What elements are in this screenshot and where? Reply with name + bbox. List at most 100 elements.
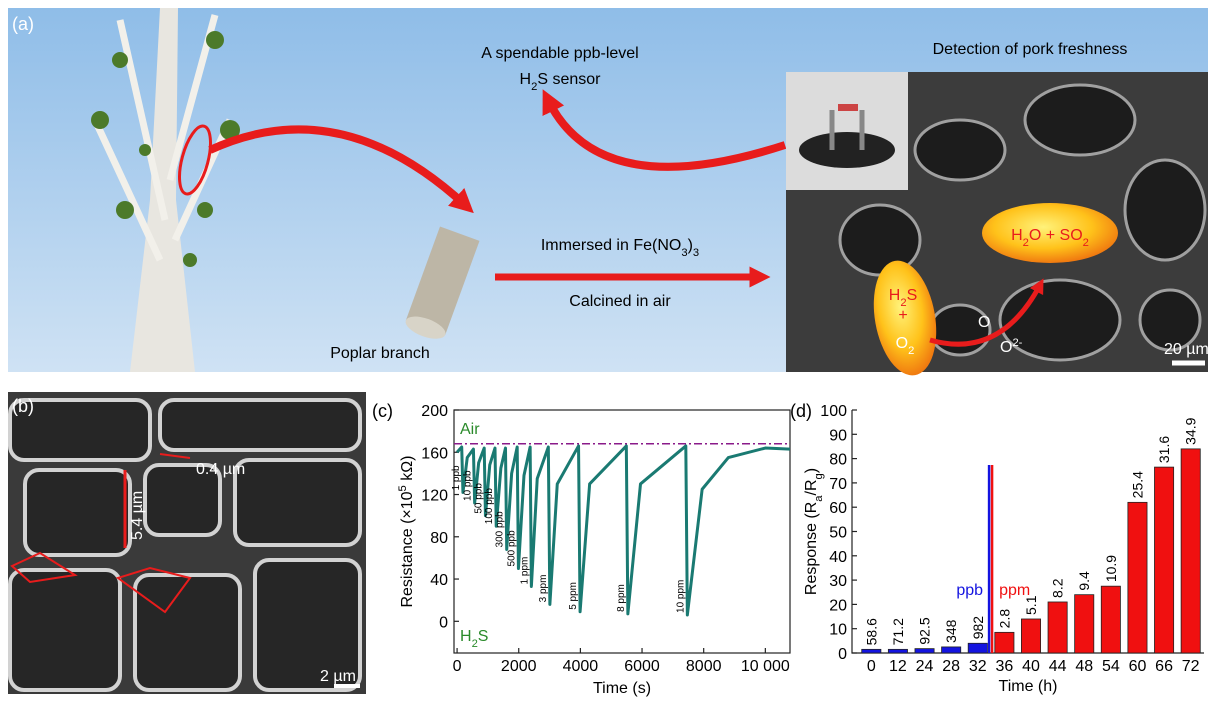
text-part: O [896, 335, 908, 352]
panel-label: (d) [790, 401, 812, 421]
bar-label: 92.5 [917, 617, 933, 644]
panel-label: (c) [372, 401, 393, 421]
panel-a-scene [8, 8, 1208, 380]
y-tick-label: 0 [838, 646, 847, 663]
bar [1048, 602, 1067, 653]
x-tick-label: 40 [1022, 658, 1040, 675]
bar [1021, 619, 1040, 653]
bar [1181, 449, 1200, 653]
y-tick-label: 100 [820, 403, 847, 420]
pulse-label: 100 ppb [484, 488, 495, 525]
x-tick-label: 48 [1075, 658, 1093, 675]
air-label: Air [460, 421, 480, 438]
text-part: Response (R [803, 502, 820, 595]
x-axis-label: Time (s) [593, 680, 651, 697]
y-axis-label: Resistance (×105 kΩ) [397, 455, 416, 607]
measure-label: 0.4 µm [196, 461, 245, 478]
text-part: O + SO [1029, 227, 1083, 244]
x-tick-label: 6000 [624, 658, 660, 675]
x-tick-label: 12 [889, 658, 907, 675]
y-tick-label: 20 [829, 597, 847, 614]
bar-label: 8.2 [1050, 578, 1066, 598]
text-part: H [889, 287, 901, 304]
pulse-label: 500 ppb [506, 530, 517, 567]
gas-label: H2S [460, 628, 488, 650]
species: O [978, 314, 990, 331]
text-part: 2 [908, 345, 914, 357]
x-tick-label: 28 [942, 658, 960, 675]
pulse-label: 8 ppm [616, 584, 627, 612]
y-tick-label: 200 [421, 403, 448, 420]
text-part: Immersed in Fe(NO [541, 237, 681, 254]
y-tick-label: 90 [829, 427, 847, 444]
text-part: ) [803, 468, 820, 473]
scale-label: 20 µm [1164, 341, 1208, 358]
bar-label: 71.2 [890, 618, 906, 645]
panel-label: (a) [12, 14, 34, 34]
sensor-element [838, 104, 858, 111]
y-tick-label: 40 [430, 572, 448, 589]
x-tick-label: 60 [1129, 658, 1147, 675]
text-part: S [907, 287, 918, 304]
x-tick-label: 32 [969, 658, 987, 675]
y-tick-label: 160 [421, 445, 448, 462]
panel-b-scene [8, 392, 366, 694]
legend-label: ppb [956, 582, 983, 599]
x-tick-label: 2000 [501, 658, 537, 675]
bar [1075, 595, 1094, 653]
bar [942, 647, 961, 653]
x-tick-label: 72 [1182, 658, 1200, 675]
x-tick-label: 10 000 [741, 658, 790, 675]
legend-label: ppm [999, 582, 1030, 599]
y-tick-label: 50 [829, 525, 847, 542]
text-part: H [520, 71, 532, 88]
caption: Detection of pork freshness [933, 41, 1128, 58]
caption: A spendable ppb-level [481, 45, 638, 62]
bar [915, 649, 934, 653]
text-part: S [478, 628, 489, 645]
pulse-label: 1 ppm [519, 557, 530, 585]
pulse-label: 3 ppm [538, 575, 549, 603]
bar-label: 31.6 [1156, 436, 1172, 463]
bar [862, 649, 881, 653]
bar-label: 25.4 [1129, 471, 1145, 498]
text-part: H [460, 628, 472, 645]
text-part: Resistance (×10 [399, 491, 416, 607]
bar [1154, 467, 1173, 653]
y-tick-label: 120 [421, 488, 448, 505]
text-part: /R [803, 479, 820, 495]
bar [1128, 502, 1147, 653]
bar [888, 649, 907, 653]
pulse-label: 5 ppm [568, 582, 579, 610]
y-tick-label: 40 [829, 549, 847, 566]
y-tick-label: 70 [829, 476, 847, 493]
x-tick-label: 4000 [563, 658, 599, 675]
figure: (a) A spendable ppb-level H 2 S sensor Detect… [0, 0, 1208, 704]
x-tick-label: 8000 [686, 658, 722, 675]
bar-label: 9.4 [1076, 571, 1092, 591]
pulse-label: 300 ppb [495, 511, 506, 548]
y-tick-label: 60 [829, 500, 847, 517]
x-tick-label: 0 [453, 658, 462, 675]
y-tick-label: 0 [439, 614, 448, 631]
panel-label: (b) [12, 396, 34, 416]
pulse-label: 50 ppb [473, 483, 484, 514]
bar-label: 982 [970, 616, 986, 640]
scale-label: 2 µm [320, 668, 356, 685]
y-tick-label: 30 [829, 573, 847, 590]
text-part: S sensor [537, 71, 601, 88]
bar-label: 2.8 [996, 609, 1012, 629]
caption: Calcined in air [569, 293, 671, 310]
bar [1101, 586, 1120, 653]
y-tick-label: 80 [430, 530, 448, 547]
x-tick-label: 24 [916, 658, 934, 675]
x-tick-label: 36 [995, 658, 1013, 675]
caption: Poplar branch [330, 345, 430, 362]
y-axis-label: Response (Ra/Rg) [803, 468, 825, 595]
bar-label: 10.9 [1103, 555, 1119, 582]
bar [995, 632, 1014, 653]
axes [852, 410, 1204, 653]
reactant: + [898, 307, 907, 324]
text-part: O [1000, 339, 1012, 356]
bar-label: 34.9 [1183, 417, 1199, 444]
